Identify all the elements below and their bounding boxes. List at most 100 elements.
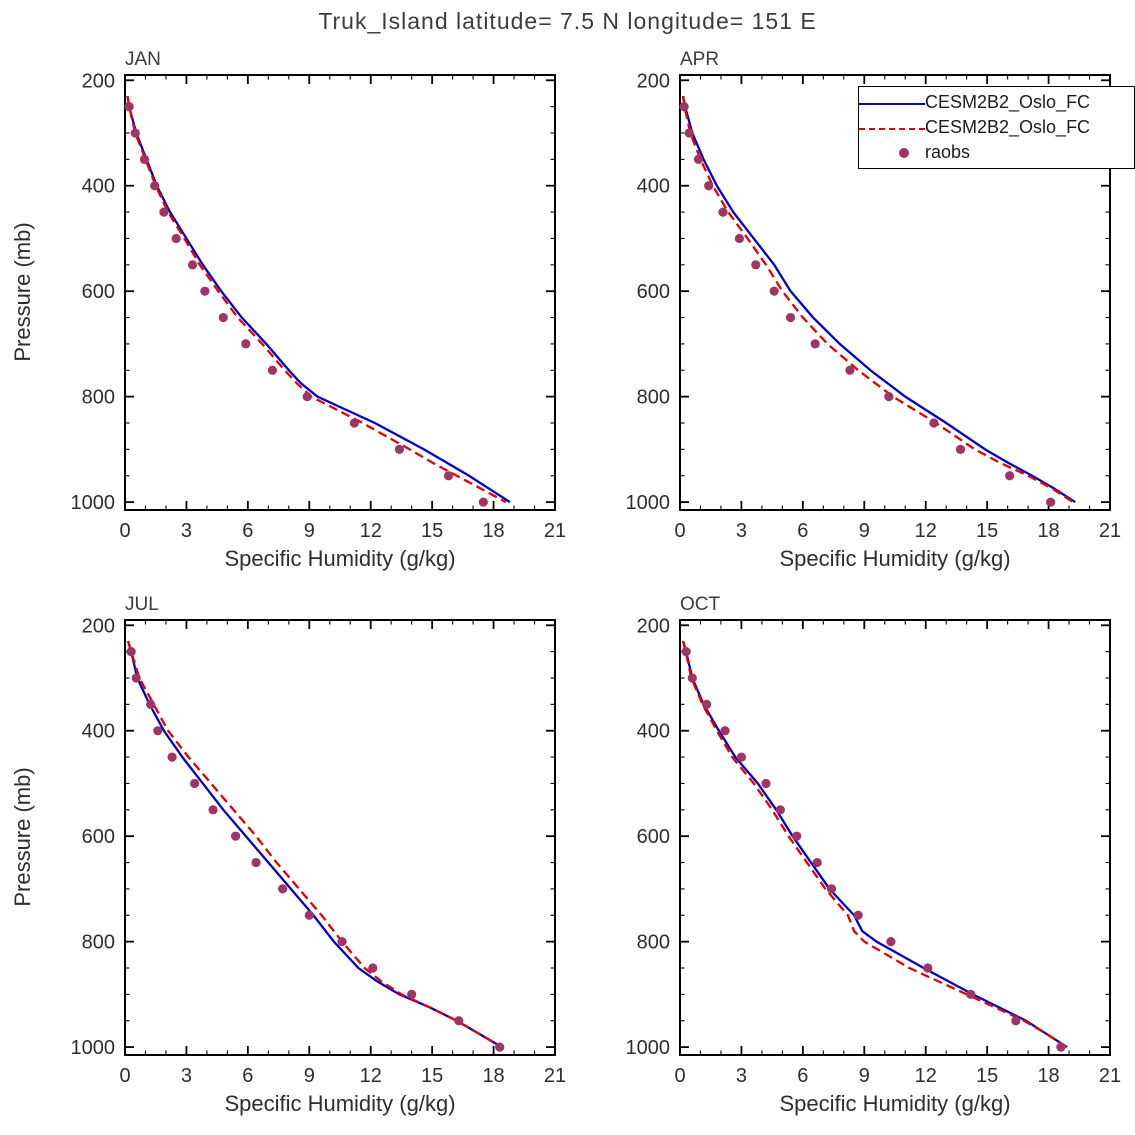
x-tick-label: 6 xyxy=(242,1065,253,1087)
obs-point xyxy=(304,910,314,920)
y-axis-label: Pressure (mb) xyxy=(10,222,35,361)
obs-point xyxy=(810,339,820,349)
y-tick-label: 400 xyxy=(637,721,670,743)
obs-point xyxy=(495,1042,505,1052)
x-tick-label: 15 xyxy=(421,1065,443,1087)
obs-point xyxy=(792,831,802,841)
y-tick-label: 1000 xyxy=(626,1037,671,1059)
plot-area-jan: 0 3 6 9 12 15 18 21 200 400 600 800 1000 xyxy=(71,70,567,542)
obs-point xyxy=(1056,1042,1066,1052)
series-line-dashed xyxy=(681,95,1074,504)
obs-point xyxy=(884,392,894,402)
obs-point xyxy=(687,673,697,683)
x-tick-label: 15 xyxy=(421,520,443,542)
x-tick-label: 12 xyxy=(915,1065,937,1087)
series-line-solid xyxy=(126,640,503,1049)
legend-entry-model-solid: CESM2B2_Oslo_FC xyxy=(859,90,1134,115)
obs-point xyxy=(693,154,704,164)
obs-point xyxy=(826,884,837,894)
y-tick-label: 1000 xyxy=(71,492,116,514)
obs-point xyxy=(681,647,691,657)
series-line-dashed xyxy=(126,95,507,504)
obs-point xyxy=(751,260,761,270)
series-line-solid xyxy=(681,95,1076,504)
panel-title-oct: OCT xyxy=(680,594,721,615)
obs-point xyxy=(139,154,150,164)
x-tick-label: 3 xyxy=(181,520,192,542)
y-tick-label: 1000 xyxy=(71,1037,116,1059)
legend-dashed-line-sample xyxy=(859,115,925,140)
obs-point xyxy=(679,102,689,112)
obs-point xyxy=(785,312,796,323)
legend-solid-line-sample xyxy=(859,90,925,115)
obs-point xyxy=(130,128,140,138)
x-tick-label: 6 xyxy=(797,1065,808,1087)
y-tick-label: 200 xyxy=(82,70,115,92)
obs-point xyxy=(955,444,966,454)
obs-point xyxy=(886,937,896,947)
obs-point xyxy=(966,989,976,999)
x-tick-label: 0 xyxy=(119,520,130,542)
obs-point xyxy=(145,699,156,709)
y-tick-label: 400 xyxy=(637,176,670,198)
figure-title: Truk_Island latitude= 7.5 N longitude= 1… xyxy=(318,8,817,34)
y-tick-label: 800 xyxy=(637,932,670,954)
x-tick-label: 12 xyxy=(915,520,937,542)
obs-point xyxy=(124,102,134,112)
x-tick-label: 0 xyxy=(674,1065,685,1087)
obs-point xyxy=(241,339,251,349)
obs-point xyxy=(929,418,939,428)
obs-point xyxy=(684,128,694,138)
obs-point xyxy=(407,989,417,999)
legend-entry-raobs: raobs xyxy=(859,140,1134,165)
x-tick-label: 18 xyxy=(482,1065,504,1087)
obs-point xyxy=(337,937,347,947)
y-tick-label: 1000 xyxy=(626,492,671,514)
obs-point xyxy=(126,647,136,657)
obs-point xyxy=(302,392,312,402)
y-tick-label: 200 xyxy=(82,615,115,637)
series-line-dashed xyxy=(681,640,1068,1049)
x-axis-label: Specific Humidity (g/kg) xyxy=(224,1091,455,1116)
y-tick-label: 600 xyxy=(82,281,115,303)
chart-jan: JAN 0 3 6 9 12 15 18 21 200 400 600 800 1000 Specifi… xyxy=(10,49,567,571)
chart-jul: JUL 0 3 6 9 12 15 18 21 200 400 600 800 1000 Specifi… xyxy=(10,594,566,1116)
x-tick-label: 12 xyxy=(360,520,382,542)
obs-point xyxy=(702,699,712,709)
x-tick-label: 15 xyxy=(976,520,998,542)
x-tick-label: 18 xyxy=(1037,1065,1059,1087)
obs-point xyxy=(150,181,160,191)
legend-box: CESM2B2_Oslo_FC CESM2B2_Oslo_FC raobs xyxy=(858,86,1135,169)
plot-area-apr: 0 3 6 9 12 15 18 21 200 400 600 800 1000 xyxy=(626,70,1122,542)
obs-point xyxy=(1011,1016,1021,1026)
obs-point xyxy=(218,312,228,323)
plot-area-oct: 0 3 6 9 12 15 18 21 200 400 600 800 1000 xyxy=(626,615,1122,1087)
chart-apr: APR 0 3 6 9 12 15 18 21 200 400 600 800 1000 Specifi… xyxy=(626,49,1122,571)
obs-point xyxy=(187,260,198,270)
y-tick-label: 200 xyxy=(637,615,670,637)
obs-point xyxy=(278,884,288,894)
series-line-solid xyxy=(681,640,1068,1049)
x-tick-label: 3 xyxy=(181,1065,192,1087)
y-axis-label: Pressure (mb) xyxy=(10,767,35,906)
obs-point xyxy=(131,673,141,683)
series-line-dashed xyxy=(126,640,503,1049)
obs-point xyxy=(1046,497,1056,507)
x-tick-label: 3 xyxy=(736,1065,747,1087)
legend-label: CESM2B2_Oslo_FC xyxy=(925,92,1091,112)
obs-point xyxy=(167,752,177,762)
y-tick-label: 800 xyxy=(637,387,670,409)
plot-frame xyxy=(124,74,556,511)
obs-point xyxy=(734,233,744,244)
panel-title-apr: APR xyxy=(680,49,719,70)
obs-point xyxy=(200,286,210,296)
obs-point xyxy=(171,233,181,244)
x-tick-label: 3 xyxy=(736,520,747,542)
x-tick-label: 21 xyxy=(544,520,566,542)
obs-point xyxy=(208,805,218,815)
obs-point xyxy=(368,963,378,973)
obs-point xyxy=(775,805,785,815)
obs-point xyxy=(190,778,200,789)
obs-point xyxy=(454,1016,464,1026)
plot-frame xyxy=(679,74,1111,511)
